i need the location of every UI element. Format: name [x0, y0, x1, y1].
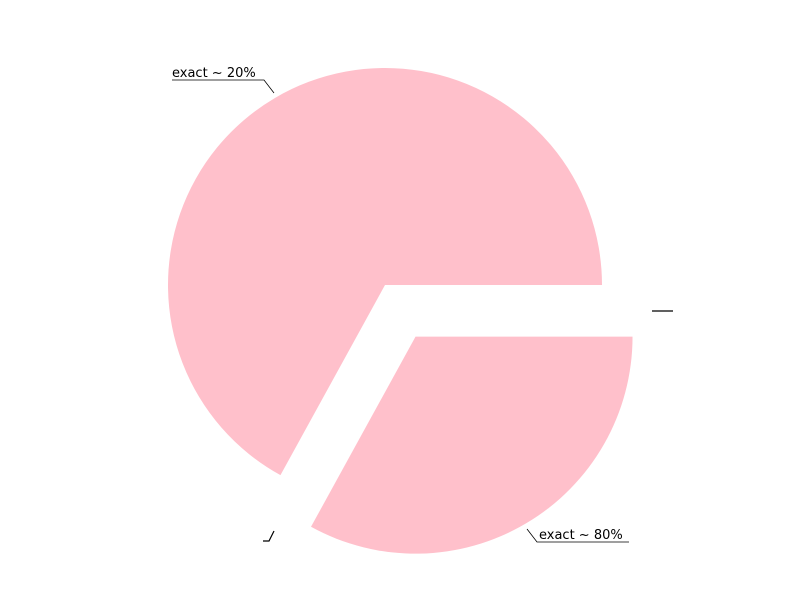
slice-label-group-0: exact ~ 20%: [172, 66, 275, 94]
leader-line-0: [172, 79, 275, 94]
slice-label-group-2: [263, 530, 275, 542]
slice-label-0: exact ~ 20%: [172, 66, 256, 81]
slice-label-1: exact ~ 80%: [539, 528, 623, 543]
slice-label-group-1: exact ~ 80%: [526, 528, 629, 543]
pie-slices: [167, 68, 633, 554]
pie-slice-0: [167, 68, 602, 476]
leader-line-1: [526, 528, 629, 543]
leader-line-2: [263, 530, 275, 542]
pie-slice-1: [311, 336, 633, 554]
